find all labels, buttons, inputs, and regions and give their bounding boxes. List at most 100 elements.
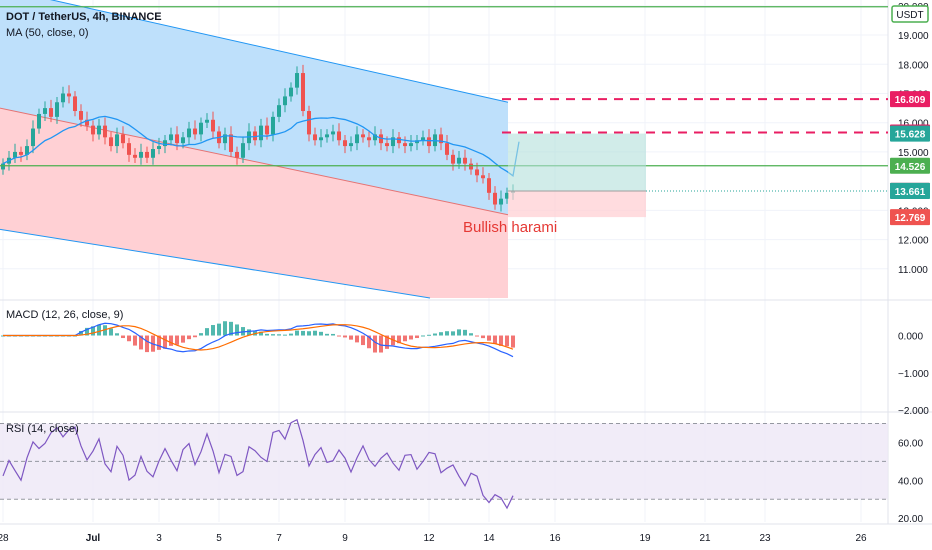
candle-body (265, 125, 269, 135)
price-tick-label: 16.000 (898, 119, 929, 130)
candle-body (463, 157, 467, 164)
candle-body (91, 125, 95, 135)
macd-histogram-bar (433, 333, 437, 336)
symbol-title: DOT / TetherUS, 4h, BINANCE (6, 11, 162, 23)
macd-histogram-bar (193, 335, 197, 338)
time-tick-label: 3 (156, 533, 162, 544)
macd-histogram-bar (283, 334, 287, 336)
candle-body (469, 163, 473, 170)
loss-zone (508, 191, 646, 218)
bullish-harami-annotation: Bullish harami (463, 219, 557, 236)
time-tick-label: 21 (699, 533, 711, 544)
macd-histogram-bar (421, 335, 425, 337)
candle-body (343, 140, 347, 147)
macd-histogram-bar (355, 335, 359, 343)
candle-body (85, 119, 89, 126)
ma-line (2, 115, 520, 177)
macd-histogram-bar (463, 329, 467, 336)
macd-histogram-bar (145, 335, 149, 353)
macd-histogram-bar (187, 335, 191, 340)
candle-body (439, 134, 443, 144)
horizontal-lines[interactable] (0, 6, 888, 167)
time-tick-label: 7 (276, 533, 282, 544)
candle-body (475, 169, 479, 176)
macd-histogram-bar (301, 330, 305, 336)
candle-body (67, 93, 71, 97)
macd-histogram-bar (235, 324, 239, 336)
candle-body (13, 151, 17, 158)
time-tick-label: Jul (86, 533, 101, 544)
candle-body (193, 128, 197, 135)
moving-average-line (2, 115, 520, 177)
macd-histogram-bar (469, 333, 473, 336)
price-tag (890, 209, 930, 226)
candle-body (409, 143, 413, 147)
candle-body (499, 198, 503, 205)
candle-body (493, 192, 497, 205)
price-tick-label: 19.000 (898, 31, 929, 42)
macd-histogram-bar (241, 327, 245, 336)
macd-histogram-bar (79, 330, 83, 336)
macd-histogram-bar (265, 333, 269, 336)
currency-badge[interactable]: USDT (891, 5, 929, 23)
candle-body (319, 137, 323, 141)
time-tick-label: 16 (549, 533, 561, 544)
macd-histogram-bar (403, 335, 407, 342)
candle-body (205, 119, 209, 123)
macd-histogram-bar (343, 335, 347, 338)
macd-histogram-bar (295, 330, 299, 336)
time-tick-label: 9 (342, 533, 348, 544)
macd-histogram-bar (163, 335, 167, 349)
macd-histogram-bar (445, 331, 449, 336)
price-tag (890, 183, 930, 200)
macd-histogram-bar (331, 333, 335, 336)
candle-body (115, 134, 119, 147)
macd-panel: 0.000 −1.000 −2.000 (1, 321, 929, 417)
price-tag (890, 91, 930, 108)
macd-histogram-bar (271, 334, 275, 336)
time-axis: 28 Jul 3 5 7 9 12 14 16 19 21 23 26 (0, 533, 867, 544)
candle-body (157, 146, 161, 149)
macd-histogram-bar (259, 331, 263, 336)
candle-body (487, 178, 491, 193)
macd-histogram-bar (397, 335, 401, 344)
candlestick-series[interactable] (1, 64, 515, 212)
price-tag-label: 12.769 (895, 213, 926, 224)
candle-body (181, 137, 185, 144)
macd-histogram-bar (157, 335, 161, 350)
channel-lower-line (0, 228, 431, 299)
regression-channels (0, 0, 509, 299)
macd-histogram-bar (121, 335, 125, 339)
currency-label: USDT (896, 10, 923, 21)
candle-body (211, 119, 215, 132)
candle-body (361, 134, 365, 138)
candle-body (187, 128, 191, 138)
macd-histogram-bar (505, 335, 509, 347)
candle-body (283, 96, 287, 106)
rsi-indicator-label: RSI (14, close) (6, 423, 79, 435)
time-tick-label: 26 (855, 533, 867, 544)
candle-body (79, 111, 83, 120)
macd-tick-label: −2.000 (898, 406, 929, 417)
candle-body (451, 154, 455, 164)
candle-body (127, 143, 131, 155)
candle-body (43, 108, 47, 114)
macd-histogram-bar (475, 335, 479, 337)
candle-body (253, 131, 257, 141)
macd-line (3, 322, 514, 358)
candle-body (295, 73, 299, 88)
candle-body (97, 125, 101, 135)
signal-line (3, 324, 514, 351)
macd-histogram-bar (325, 333, 329, 336)
rsi-tick-label: 20.00 (898, 514, 923, 525)
macd-histogram-bar (289, 333, 293, 336)
macd-histogram-bar (247, 329, 251, 336)
macd-histogram-bar (511, 335, 515, 348)
rsi-panel: 60.00 40.00 20.00 (0, 418, 923, 525)
macd-histogram-bar (481, 335, 485, 339)
price-tag-label: 13.661 (895, 187, 926, 198)
candle-body (55, 102, 59, 117)
long-position-tool[interactable] (508, 133, 888, 218)
candle-body (277, 105, 281, 117)
